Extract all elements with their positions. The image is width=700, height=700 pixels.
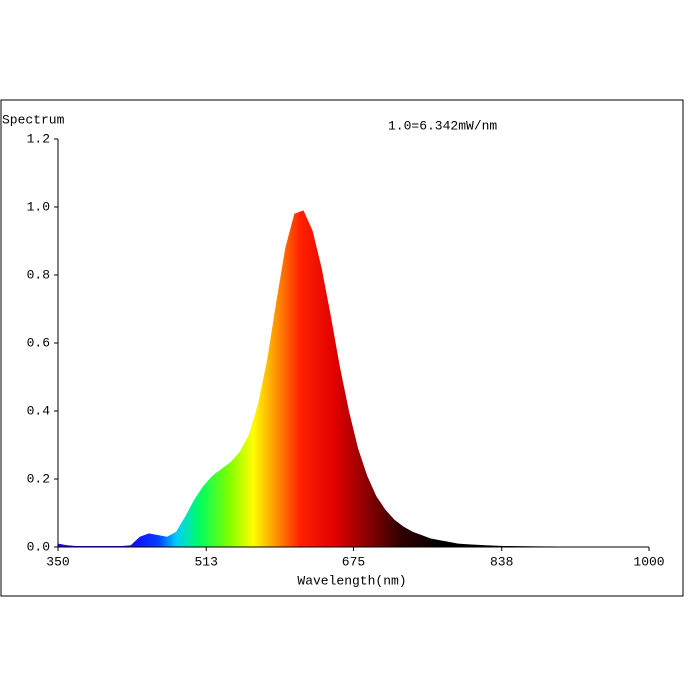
y-tick-label: 0.2 <box>27 471 50 486</box>
y-tick-label: 0.8 <box>27 267 50 282</box>
x-tick-label: 1000 <box>633 554 664 569</box>
spectrum-area <box>58 210 649 547</box>
x-tick-label: 513 <box>195 554 218 569</box>
y-tick-label: 1.2 <box>27 131 50 146</box>
plot <box>58 210 649 547</box>
frame <box>0 99 684 597</box>
annotation: 1.0=6.342mW/nm <box>388 118 497 133</box>
x-tick-label: 838 <box>490 554 513 569</box>
x-tick-label: 675 <box>342 554 365 569</box>
x-axis-label: Wavelength(nm) <box>297 573 406 588</box>
y-tick-label: 0.6 <box>27 335 50 350</box>
y-tick-label: 0.0 <box>27 539 50 554</box>
x-tick-label: 350 <box>46 554 69 569</box>
y-tick-label: 1.0 <box>27 199 50 214</box>
chart-title: Spectrum <box>2 112 65 127</box>
y-tick-label: 0.4 <box>27 403 51 418</box>
